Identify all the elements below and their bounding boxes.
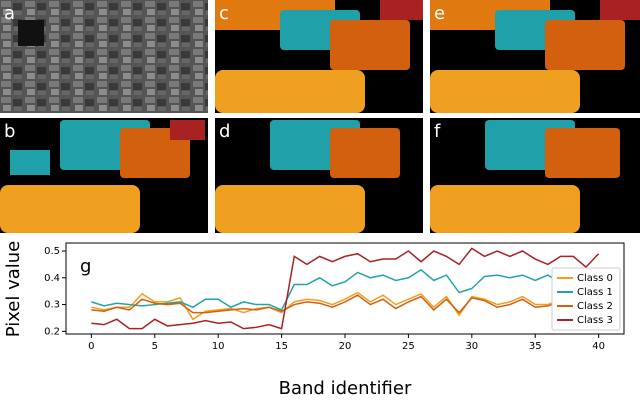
series-line: [91, 247, 600, 330]
legend: Class 0 Class 1 Class 2 Class 3: [551, 267, 621, 331]
x-tick-label: 25: [402, 341, 415, 352]
seg-d: [215, 118, 423, 233]
seg-b: [0, 118, 208, 233]
y-tick-label: 0.3: [44, 300, 60, 311]
panel-label: e: [434, 3, 445, 24]
series-line: [91, 291, 599, 321]
seg-f: [430, 118, 640, 233]
legend-box: [551, 267, 621, 331]
panel-label: b: [4, 121, 15, 142]
series-line: [91, 268, 599, 311]
seg-c: [215, 0, 423, 113]
panel-label: c: [219, 3, 229, 24]
legend-label: Class 2: [577, 301, 613, 312]
x-tick-label: 40: [592, 341, 605, 352]
panel-label: a: [4, 3, 15, 24]
x-tick-label: 5: [152, 341, 158, 352]
x-tick-label: 0: [88, 341, 94, 352]
series-line: [91, 294, 599, 314]
y-tick-label: 0.5: [44, 246, 60, 257]
panel-label: d: [219, 121, 230, 142]
legend-label: Class 1: [577, 287, 613, 298]
photo-window: [18, 20, 44, 46]
panel-images: [0, 0, 640, 233]
x-axis-title: Band identifier: [279, 378, 412, 399]
x-tick-label: 15: [275, 341, 288, 352]
x-tick-label: 30: [465, 341, 478, 352]
photo: [0, 0, 208, 113]
legend-label: Class 3: [577, 315, 613, 326]
seg-e: [430, 0, 640, 113]
x-tick-label: 10: [212, 341, 225, 352]
y-tick-label: 0.2: [44, 326, 60, 337]
y-axis-title: Pixel value: [3, 241, 24, 338]
legend-label: Class 0: [577, 273, 613, 284]
y-tick-label: 0.4: [44, 273, 60, 284]
panel-label: g: [80, 256, 91, 277]
x-tick-label: 20: [339, 341, 352, 352]
x-tick-label: 35: [529, 341, 542, 352]
panel-label: f: [434, 121, 441, 142]
